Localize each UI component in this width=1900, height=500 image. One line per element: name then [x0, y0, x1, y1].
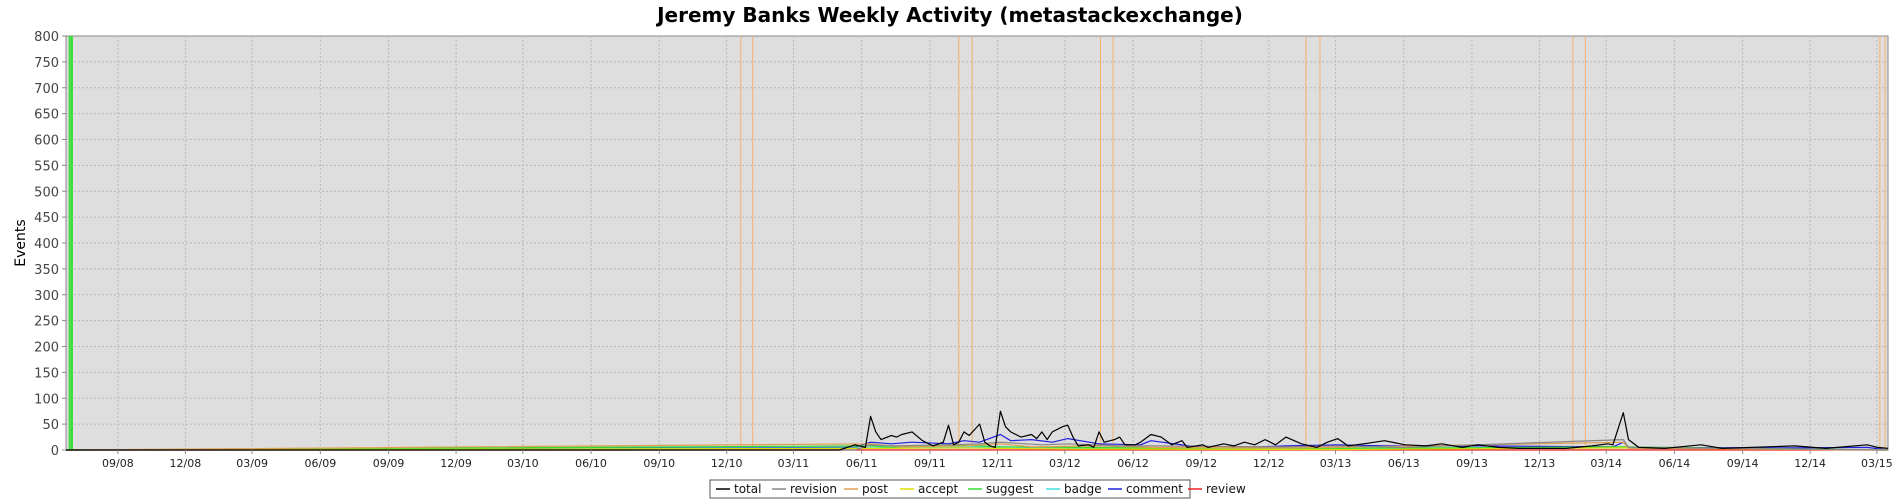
y-tick-label: 750 [34, 56, 59, 71]
y-tick-label: 350 [34, 263, 59, 278]
legend: total revision post accept suggest badge comme… [709, 479, 1246, 499]
x-tick-label: 12/08 [170, 457, 202, 470]
x-tick-label: 12/09 [440, 457, 472, 470]
y-tick-label: 700 [34, 82, 59, 97]
x-tick-label: 12/11 [982, 457, 1014, 470]
y-axis: 0 50 100 150 200 250 300 350 400 450 500 550 600 650 7… [34, 30, 66, 459]
x-tick-label: 03/11 [778, 457, 810, 470]
y-tick-label: 100 [34, 392, 59, 407]
series-line-total [66, 410, 1889, 451]
x-tick-label: 03/15 [1861, 457, 1893, 470]
x-tick-label: 09/08 [102, 457, 134, 470]
legend-label-post: post [862, 482, 888, 496]
legend-label-review: review [1206, 482, 1246, 496]
x-tick-label: 09/11 [914, 457, 946, 470]
x-axis: 09/08 12/08 03/09 06/09 09/09 12/09 03/10 06/10… [102, 450, 1893, 470]
x-tick-label: 06/12 [1117, 457, 1149, 470]
y-tick-label: 600 [34, 134, 59, 149]
chart-title: Jeremy Banks Weekly Activity (metastacke… [655, 3, 1243, 27]
y-tick-label: 0 [51, 444, 59, 459]
x-tick-label: 06/11 [846, 457, 878, 470]
x-tick-label: 03/14 [1590, 457, 1622, 470]
legend-label-badge: badge [1064, 482, 1102, 496]
series-line-post [65, 441, 1889, 451]
x-tick-label: 09/12 [1185, 457, 1217, 470]
x-tick-label: 03/12 [1049, 457, 1081, 470]
series-lines [65, 410, 1889, 451]
y-tick-label: 50 [42, 418, 59, 433]
x-tick-label: 09/13 [1456, 457, 1488, 470]
x-tick-label: 06/13 [1388, 457, 1420, 470]
legend-label-comment: comment [1126, 482, 1183, 496]
x-tick-label: 06/10 [575, 457, 607, 470]
grid-lines [66, 36, 1888, 450]
x-tick-label: 12/14 [1794, 457, 1826, 470]
y-tick-label: 400 [34, 237, 59, 252]
x-tick-label: 09/14 [1727, 457, 1759, 470]
x-tick-label: 06/14 [1659, 457, 1691, 470]
y-axis-label: Events [13, 219, 29, 266]
legend-label-total: total [734, 482, 761, 496]
x-tick-label: 12/13 [1524, 457, 1556, 470]
x-tick-label: 03/13 [1320, 457, 1352, 470]
series-line-suggest [65, 444, 1889, 451]
x-tick-label: 09/09 [373, 457, 405, 470]
x-tick-label: 06/09 [305, 457, 337, 470]
y-tick-label: 650 [34, 108, 59, 123]
y-tick-label: 150 [34, 366, 59, 381]
legend-label-revision: revision [790, 482, 837, 496]
plot-area [65, 35, 1889, 451]
y-tick-label: 500 [34, 185, 59, 200]
x-tick-label: 03/10 [507, 457, 539, 470]
legend-label-accept: accept [918, 482, 959, 496]
y-tick-label: 800 [34, 30, 59, 45]
y-tick-label: 250 [34, 315, 59, 330]
legend-label-suggest: suggest [986, 482, 1034, 496]
series-line-accept [65, 447, 1889, 451]
x-tick-label: 12/12 [1253, 457, 1285, 470]
y-tick-label: 200 [34, 341, 59, 356]
x-tick-label: 03/09 [236, 457, 268, 470]
x-tick-label: 09/10 [643, 457, 675, 470]
x-tick-label: 12/10 [711, 457, 743, 470]
y-tick-label: 300 [34, 289, 59, 304]
series-line-comment [65, 433, 1889, 451]
marker-lines [68, 36, 1886, 450]
y-tick-label: 450 [34, 211, 59, 226]
y-tick-label: 550 [34, 159, 59, 174]
